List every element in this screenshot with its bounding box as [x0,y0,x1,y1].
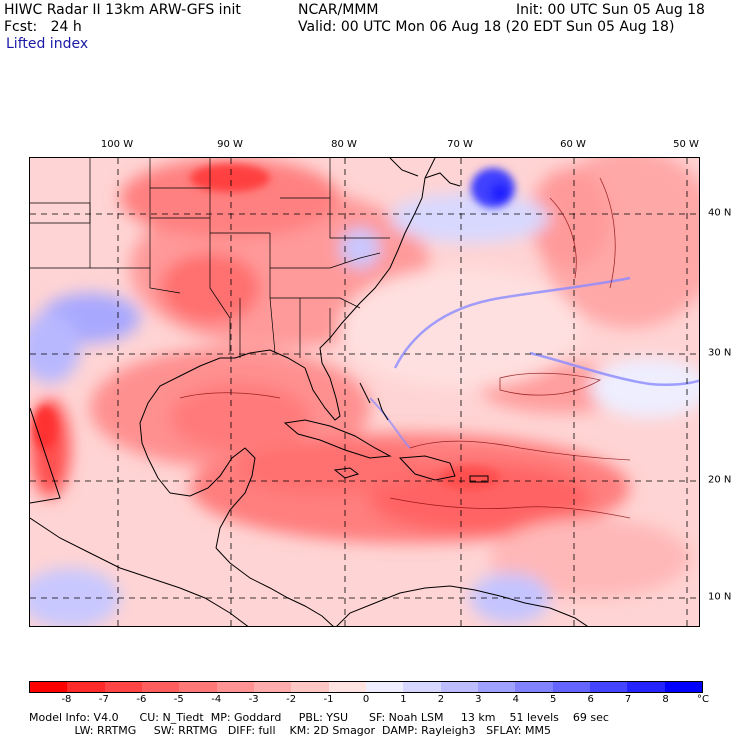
colorbar-swatch [253,682,292,692]
colorbar-swatch [179,682,217,692]
colorbar-swatch [104,682,142,692]
blue-streak [393,276,631,369]
model-title: HIWC Radar II 13km ARW-GFS init [4,2,241,18]
colorbar [29,681,703,693]
lat-label-10n: 10 N [708,591,732,603]
colorbar-tick-label: -2 [286,694,297,705]
state-borders [30,158,390,358]
lat-lon-grid [30,158,699,626]
valid-time: Valid: 00 UTC Mon 06 Aug 18 (20 EDT Sun … [298,19,675,35]
colorbar-tick-label: 3 [475,694,482,705]
lon-label-50w: 50 W [673,139,699,150]
colorbar-swatch [664,682,702,692]
colorbar-tick-label: 0 [362,694,370,705]
colorbar-tick-label: -6 [136,694,147,705]
colorbar-swatch [589,682,628,692]
colorbar-swatch [440,682,478,692]
colorbar-swatch [365,682,404,692]
lon-label-100w: 100 W [100,139,134,150]
colorbar-swatch [328,682,366,692]
colorbar-tick-label: 7 [624,694,632,705]
colorbar-swatch [291,682,329,692]
colorbar-swatch [515,682,553,692]
lat-label-40n: 40 N [708,207,732,219]
colorbar-tick-label: -5 [173,694,184,705]
colorbar-swatch [403,682,441,692]
init-time: Init: 00 UTC Sun 05 Aug 18 [516,2,705,18]
lat-label-20n: 20 N [708,474,732,486]
colorbar-unit: °C [697,694,709,705]
lon-label-90w: 90 W [217,139,243,150]
lon-label-60w: 60 W [560,139,586,150]
lon-label-80w: 80 W [331,139,357,150]
colorbar-swatch [30,682,68,692]
lifted-index-map [29,157,700,627]
model-info-line1: Model Info: V4.0 CU: N_Tiedt MP: Goddard… [29,711,609,724]
field-name: Lifted index [6,36,89,52]
colorbar-tick-label: 1 [400,694,407,705]
colorbar-swatch [216,682,254,692]
forecast-hour: Fcst: 24 h [4,19,82,35]
blue-streak [529,351,699,387]
map-canvas [30,158,699,626]
colorbar-tick-label: -3 [248,694,259,705]
colorbar-swatch [477,682,516,692]
coastlines [30,158,588,626]
blue-streak [369,397,411,449]
colorbar-tick-label: -1 [323,694,334,705]
colorbar-tick-label: 5 [550,694,557,705]
colorbar-swatch [67,682,105,692]
colorbar-tick-label: 4 [512,694,519,705]
colorbar-tick-label: 8 [662,694,669,705]
lat-label-30n: 30 N [708,347,732,359]
center-name: NCAR/MMM [298,2,379,18]
model-info-line2: LW: RRTMG SW: RRTMG DIFF: full KM: 2D Sm… [29,724,551,737]
contour-lines [179,177,631,519]
colorbar-swatch [552,682,590,692]
colorbar-tick-label: 2 [437,694,445,705]
lon-label-70w: 70 W [447,139,473,150]
colorbar-tick-label: -7 [98,694,109,705]
colorbar-swatch [627,682,665,692]
colorbar-tick-label: 6 [587,694,594,705]
colorbar-swatch [141,682,180,692]
colorbar-tick-label: -4 [211,694,222,705]
colorbar-tick-label: -8 [61,694,72,705]
